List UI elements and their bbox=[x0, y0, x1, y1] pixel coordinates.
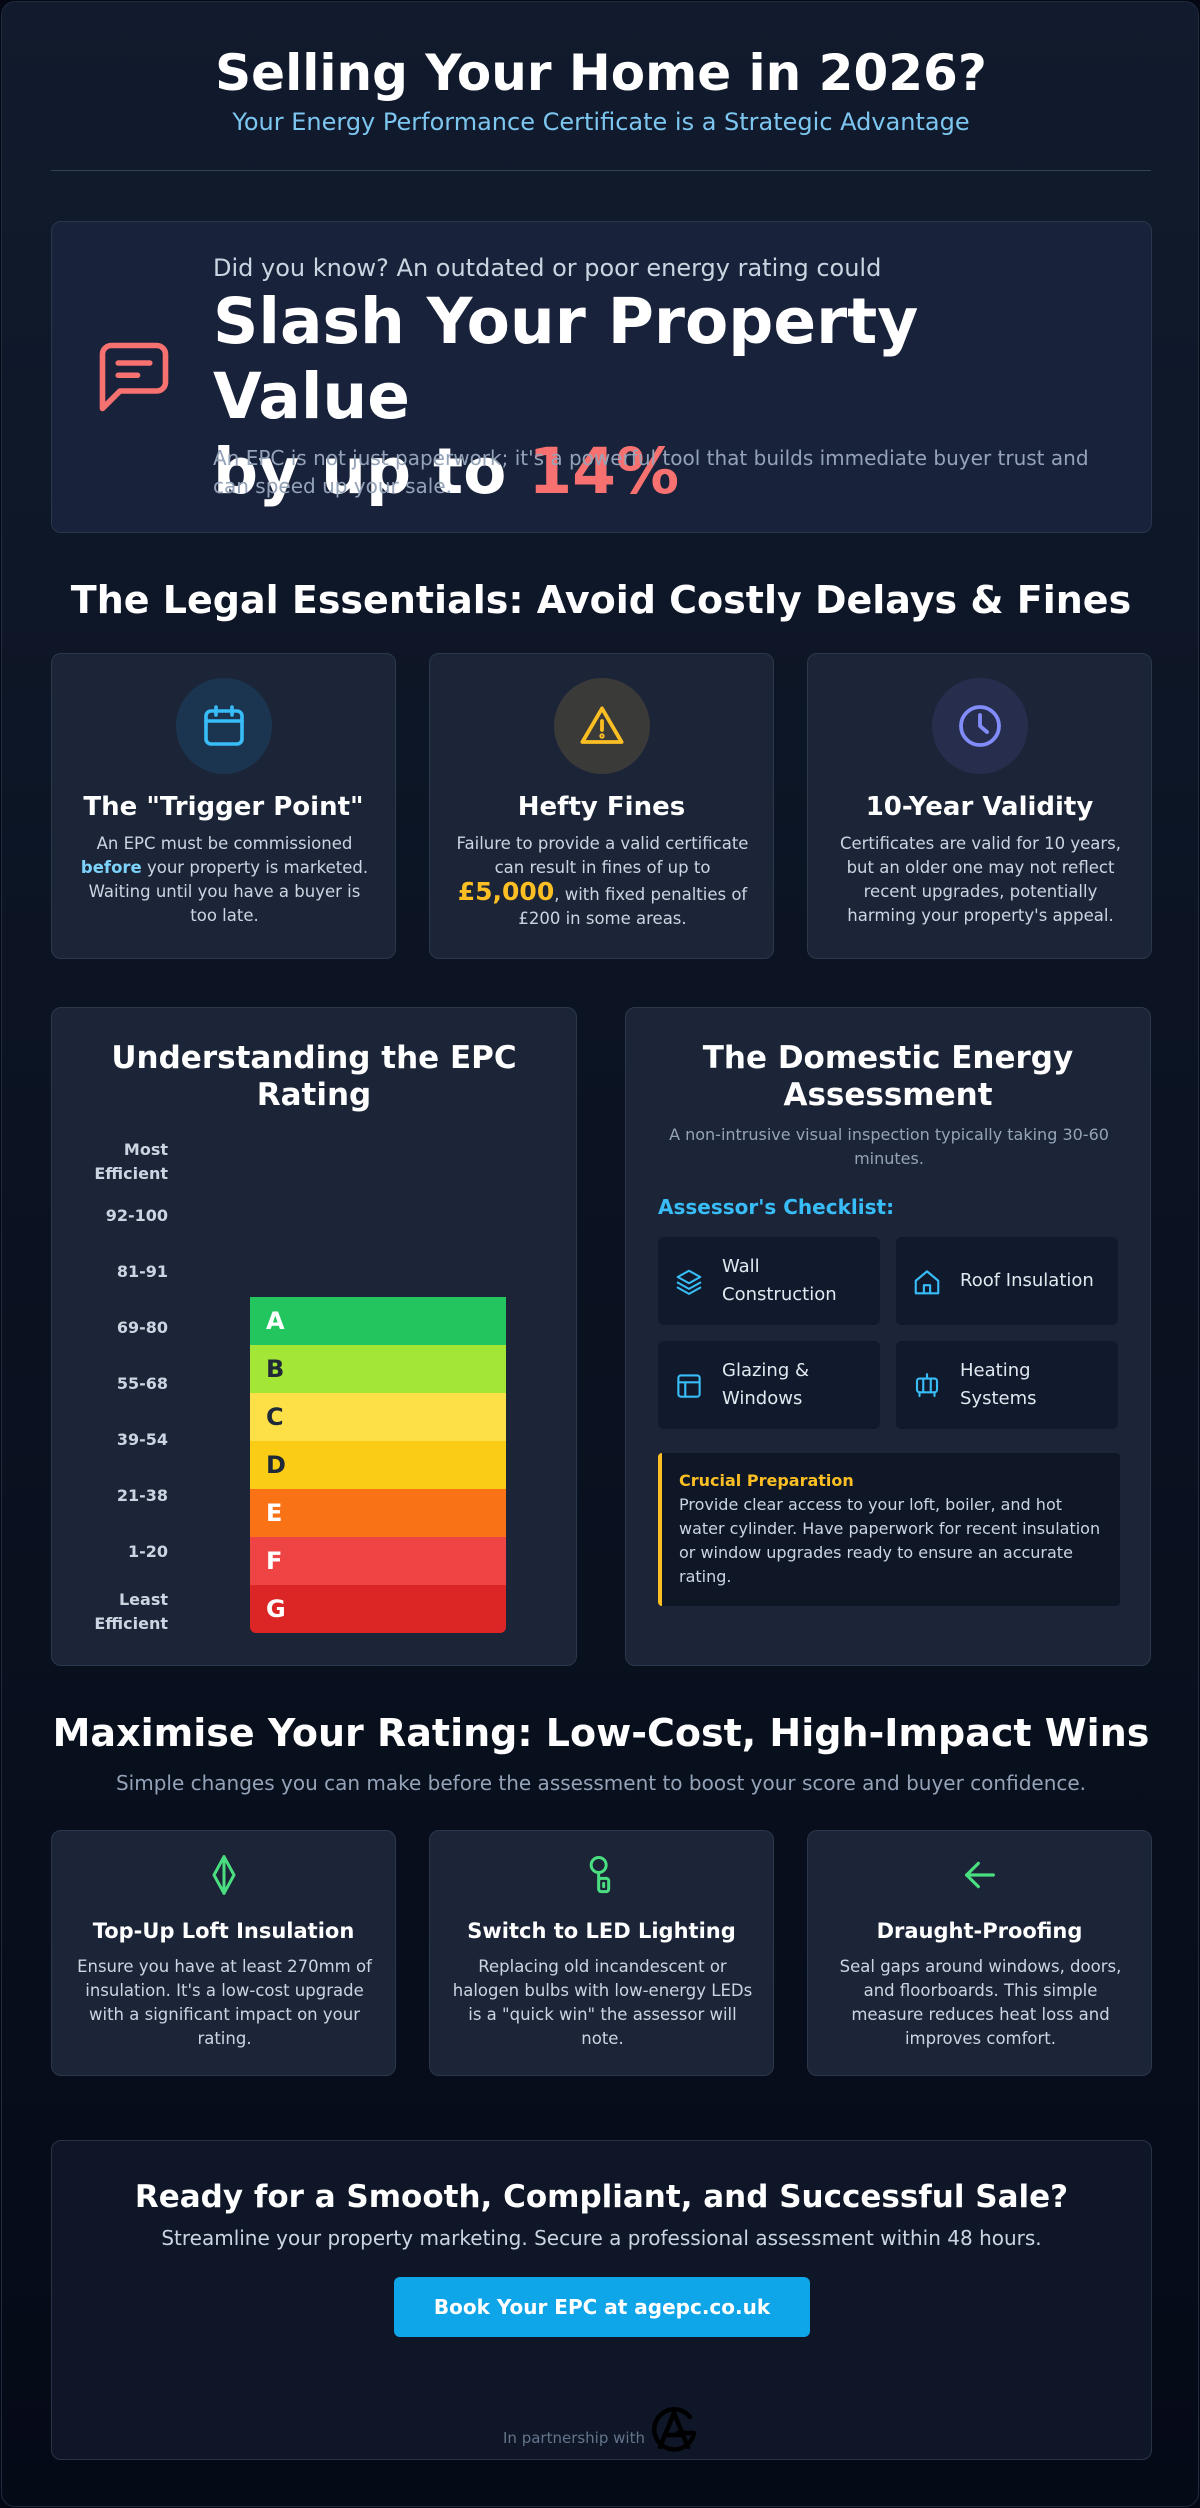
preparation-text: Provide clear access to your loft, boile… bbox=[679, 1495, 1101, 1586]
partner-logo-icon bbox=[652, 2407, 697, 2452]
tip-title: Switch to LED Lighting bbox=[467, 1919, 736, 1943]
tip-desc: Seal gaps around windows, doors, and flo… bbox=[839, 1957, 1122, 2048]
partner-text: In partnership with bbox=[503, 2429, 645, 2447]
heater-icon bbox=[915, 1373, 939, 1398]
epc-band-e: E bbox=[250, 1489, 506, 1537]
highlight-before: before bbox=[80, 858, 142, 877]
insulation-icon bbox=[212, 1855, 236, 1895]
tip-desc: Ensure you have at least 270mm of insula… bbox=[77, 1957, 372, 2048]
window-icon bbox=[677, 1374, 701, 1398]
fine-amount: £5,000 bbox=[457, 877, 555, 906]
arrow-left-icon bbox=[965, 1861, 995, 1889]
clock-icon bbox=[959, 705, 1001, 747]
checklist-title: Assessor's Checklist: bbox=[658, 1195, 895, 1219]
epc-range-label: 55-68 bbox=[116, 1374, 168, 1393]
checklist-item-heating: Heating Systems bbox=[896, 1341, 1118, 1429]
epc-band-f: F bbox=[250, 1537, 506, 1585]
preparation-callout: Crucial Preparation Provide clear access… bbox=[658, 1453, 1120, 1606]
epc-band-g: G bbox=[250, 1585, 506, 1633]
legal-section-title: The Legal Essentials: Avoid Costly Delay… bbox=[70, 578, 1132, 622]
checklist-label: Heating Systems bbox=[960, 1360, 1037, 1409]
epc-range-label: 21-38 bbox=[116, 1486, 168, 1505]
legal-card-desc: Failure to provide a valid certificate c… bbox=[456, 834, 749, 928]
epc-rating-card: Understanding the EPC Rating Most Effici… bbox=[51, 1007, 577, 1666]
book-epc-button[interactable]: Book Your EPC at agepc.co.uk bbox=[394, 2277, 810, 2337]
tip-title: Draught-Proofing bbox=[876, 1919, 1083, 1943]
epc-range-label: 69-80 bbox=[116, 1318, 168, 1337]
epc-band-b: B bbox=[250, 1345, 506, 1393]
checklist-item-roof: Roof Insulation bbox=[896, 1237, 1118, 1325]
legal-card-title: 10-Year Validity bbox=[865, 792, 1094, 822]
bulb-icon bbox=[589, 1856, 611, 1894]
layers-icon bbox=[676, 1269, 702, 1295]
preparation-title: Crucial Preparation bbox=[679, 1471, 854, 1490]
hero-headline: Slash Your Property Value by up to 14% bbox=[213, 284, 1113, 509]
checklist-item-glazing: Glazing & Windows bbox=[658, 1341, 880, 1429]
cta-title: Ready for a Smooth, Compliant, and Succe… bbox=[134, 2179, 1069, 2215]
page-title: Selling Your Home in 2026? bbox=[215, 44, 987, 102]
cta-subtitle: Streamline your property marketing. Secu… bbox=[161, 2226, 1042, 2250]
most-efficient-label: Most Efficient bbox=[94, 1140, 168, 1183]
house-icon bbox=[914, 1270, 940, 1295]
checklist-item-wall: Wall Construction bbox=[658, 1237, 880, 1325]
checklist-label: Glazing & Windows bbox=[722, 1360, 810, 1409]
hero-card: Did you know? An outdated or poor energy… bbox=[51, 221, 1152, 533]
checklist-label: Wall Construction bbox=[722, 1256, 837, 1305]
epc-range-label: 81-91 bbox=[116, 1262, 168, 1281]
epc-band-d: D bbox=[250, 1441, 506, 1489]
epc-range-label: 1-20 bbox=[127, 1542, 168, 1561]
assessment-title: The Domestic Energy Assessment bbox=[702, 1040, 1074, 1113]
hero-percent: 14% bbox=[528, 435, 680, 508]
cta-card: Ready for a Smooth, Compliant, and Succe… bbox=[51, 2140, 1152, 2460]
hero-headline-prefix: by up to bbox=[213, 435, 529, 508]
legal-card-desc: Certificates are valid for 10 years, but… bbox=[839, 834, 1122, 925]
tip-desc: Replacing old incandescent or halogen bu… bbox=[452, 1957, 753, 2048]
assessment-subtitle: A non-intrusive visual inspection typica… bbox=[669, 1125, 1109, 1168]
epc-band-a: A bbox=[250, 1297, 506, 1345]
epc-title: Understanding the EPC Rating bbox=[111, 1040, 517, 1113]
hero-headline-line1: Slash Your Property Value bbox=[213, 285, 919, 433]
header-divider bbox=[51, 170, 1151, 171]
legal-card-desc: An EPC must be commissioned before your … bbox=[80, 834, 369, 925]
legal-card-validity: 10-Year Validity Certificates are valid … bbox=[807, 653, 1152, 959]
calendar-icon bbox=[204, 705, 244, 746]
legal-card-fines: Hefty Fines Failure to provide a valid c… bbox=[429, 653, 774, 959]
least-efficient-label: Least Efficient bbox=[94, 1590, 168, 1633]
warning-icon bbox=[580, 706, 624, 744]
page-subtitle: Your Energy Performance Certificate is a… bbox=[232, 108, 970, 136]
assessment-card: The Domestic Energy Assessment A non-int… bbox=[625, 1007, 1151, 1666]
legal-card-title: The "Trigger Point" bbox=[83, 792, 364, 822]
legal-card-trigger: The "Trigger Point" An EPC must be commi… bbox=[51, 653, 396, 959]
hero-note: An EPC is not just paperwork; it's a pow… bbox=[213, 446, 1089, 498]
hero-lead-text: Did you know? An outdated or poor energy… bbox=[213, 254, 882, 282]
tip-card-draught: Draught-Proofing Seal gaps around window… bbox=[807, 1830, 1152, 2076]
legal-card-title: Hefty Fines bbox=[517, 792, 686, 822]
checklist-label: Roof Insulation bbox=[960, 1270, 1094, 1291]
tips-section-subtitle: Simple changes you can make before the a… bbox=[115, 1771, 1087, 1795]
tip-title: Top-Up Loft Insulation bbox=[92, 1919, 355, 1943]
tip-card-led: Switch to LED Lighting Replacing old inc… bbox=[429, 1830, 774, 2076]
message-icon bbox=[99, 342, 169, 412]
epc-range-label: 39-54 bbox=[116, 1430, 168, 1449]
tips-section-title: Maximise Your Rating: Low-Cost, High-Imp… bbox=[52, 1711, 1150, 1755]
epc-band-c: C bbox=[250, 1393, 506, 1441]
epc-range-label: 92-100 bbox=[105, 1206, 168, 1225]
tip-card-loft: Top-Up Loft Insulation Ensure you have a… bbox=[51, 1830, 396, 2076]
